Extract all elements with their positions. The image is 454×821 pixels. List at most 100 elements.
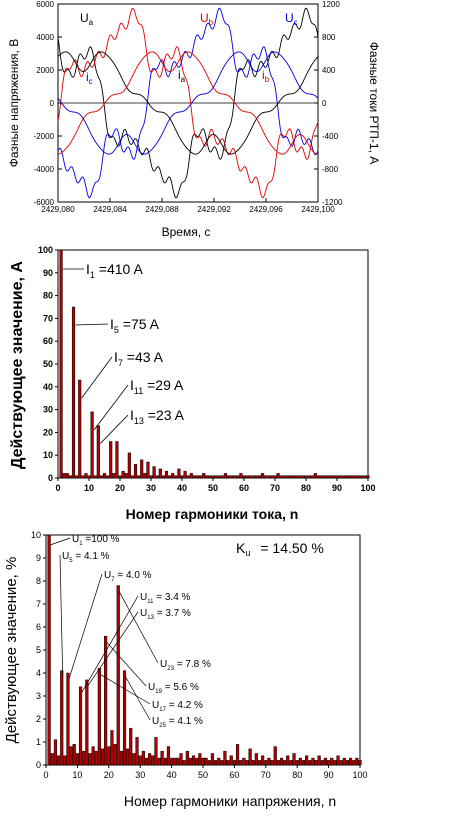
bar-n50 <box>211 475 215 479</box>
annotation-leader <box>50 537 71 546</box>
bar-n6 <box>75 475 79 479</box>
bar-n41 <box>173 757 177 766</box>
x-tick-label: 30 <box>135 770 145 780</box>
bar-n13 <box>85 679 89 766</box>
y-tick-label: 60 <box>43 336 53 346</box>
bar-n70 <box>273 475 277 479</box>
bar-n19 <box>104 635 108 766</box>
bar-n64 <box>254 475 258 479</box>
bar-n63 <box>251 475 255 479</box>
bar-n72 <box>279 475 283 479</box>
series-label-main: i <box>262 68 265 82</box>
bar-n50 <box>201 757 205 766</box>
bar-n17 <box>97 668 101 766</box>
annotation-symbol: U <box>104 570 111 581</box>
bar-n54 <box>213 760 218 766</box>
bar-n68 <box>257 760 262 766</box>
y-tick-label: 90 <box>43 268 53 278</box>
bar-n71 <box>276 473 280 479</box>
bar-n83 <box>305 755 309 766</box>
bar-n10 <box>87 475 91 479</box>
x-tick-label: 2429,100 <box>301 205 335 214</box>
bar-n2 <box>62 473 66 479</box>
thd-label: Ku = 14.50 % <box>236 540 324 558</box>
annotation-leader <box>93 384 129 431</box>
bar-n98 <box>360 475 364 479</box>
bar-n75 <box>279 757 284 766</box>
series-ic <box>57 51 319 155</box>
bar-n63 <box>242 757 246 766</box>
annotation-leader <box>68 573 103 680</box>
series-label-main: i <box>86 70 89 84</box>
bar-n30 <box>138 755 142 766</box>
y-tick-label: 40 <box>43 382 53 392</box>
bar-n2 <box>50 753 54 766</box>
bar-n36 <box>168 475 172 479</box>
waveform-ticks: 2429,080 2429,084 2429,088 2429,092 2429,096… <box>34 0 343 214</box>
bar-n71 <box>267 757 271 766</box>
bar-n66 <box>261 473 265 479</box>
bar-n4 <box>56 755 61 766</box>
y-tick-label: 6 <box>36 622 41 632</box>
current-y-axis-label: Действующее значение, А <box>9 261 26 469</box>
bar-n88 <box>329 475 333 479</box>
y-tick-label: 3 <box>36 691 41 701</box>
x-tick-label: 70 <box>270 483 280 493</box>
bar-n68 <box>267 475 271 479</box>
bar-n35 <box>164 470 169 479</box>
x-tick-label: 2429,080 <box>41 205 75 214</box>
bar-n38 <box>163 757 167 766</box>
bar-n91 <box>330 757 334 766</box>
x-tick-label: 60 <box>239 483 249 493</box>
x-tick-label: 2429,084 <box>93 205 127 214</box>
bar-n98 <box>352 760 356 766</box>
bar-n85 <box>319 475 324 479</box>
bar-n35 <box>154 737 158 766</box>
annotation-leader <box>75 323 109 326</box>
voltage-x-axis-label: Номер гармоники напряжения, n <box>124 793 336 809</box>
annotation-i13: I13 =23 A <box>130 407 185 426</box>
bar-n46 <box>188 757 193 766</box>
bar-n23 <box>116 585 120 766</box>
bar-n60 <box>242 475 246 479</box>
bar-n67 <box>264 475 268 479</box>
x-tick-label: 100 <box>352 770 367 780</box>
x-tick-label: 60 <box>229 770 239 780</box>
bar-n52 <box>217 475 221 479</box>
series-label-ub: Ub <box>200 11 214 27</box>
bar-n87 <box>317 755 321 766</box>
y2-tick-label: -1200 <box>322 198 343 207</box>
bar-n34 <box>161 475 165 479</box>
annotation-symbol: U <box>152 700 159 711</box>
bar-n46 <box>199 475 203 479</box>
annotation-value: = 4.1 % <box>73 551 110 562</box>
x-tick-label: 50 <box>198 770 208 780</box>
bar-n62 <box>239 760 243 766</box>
annotation-sub: 7 <box>118 358 123 368</box>
bar-n27 <box>129 727 133 766</box>
x-tick-label: 10 <box>84 483 94 493</box>
bar-n52 <box>207 760 211 766</box>
y-tick-label: 70 <box>43 313 53 323</box>
bar-n88 <box>320 760 324 766</box>
annotation-u17: U17 = 4.2 % <box>152 700 203 713</box>
y-tick-label: 10 <box>31 530 41 540</box>
annotation-sub: 13 <box>147 615 154 621</box>
bar-n23 <box>127 452 131 479</box>
bar-n41 <box>183 470 187 479</box>
bar-n100 <box>366 475 370 479</box>
bar-n37 <box>160 750 164 766</box>
bar-n87 <box>326 475 330 479</box>
bar-n76 <box>292 475 296 479</box>
annotation-value: = 3.4 % <box>153 592 190 603</box>
bar-n81 <box>307 475 311 479</box>
y2-tick-label: 400 <box>322 66 336 75</box>
bar-n10 <box>75 753 80 766</box>
annotation-sub: 1 <box>90 270 95 280</box>
bar-n54 <box>223 473 227 479</box>
annotation-symbol: I <box>130 377 134 393</box>
annotation-u19: U19 = 5.6 % <box>148 682 199 695</box>
annotation-symbol: U <box>72 534 79 545</box>
annotation-symbol: U <box>152 716 159 727</box>
